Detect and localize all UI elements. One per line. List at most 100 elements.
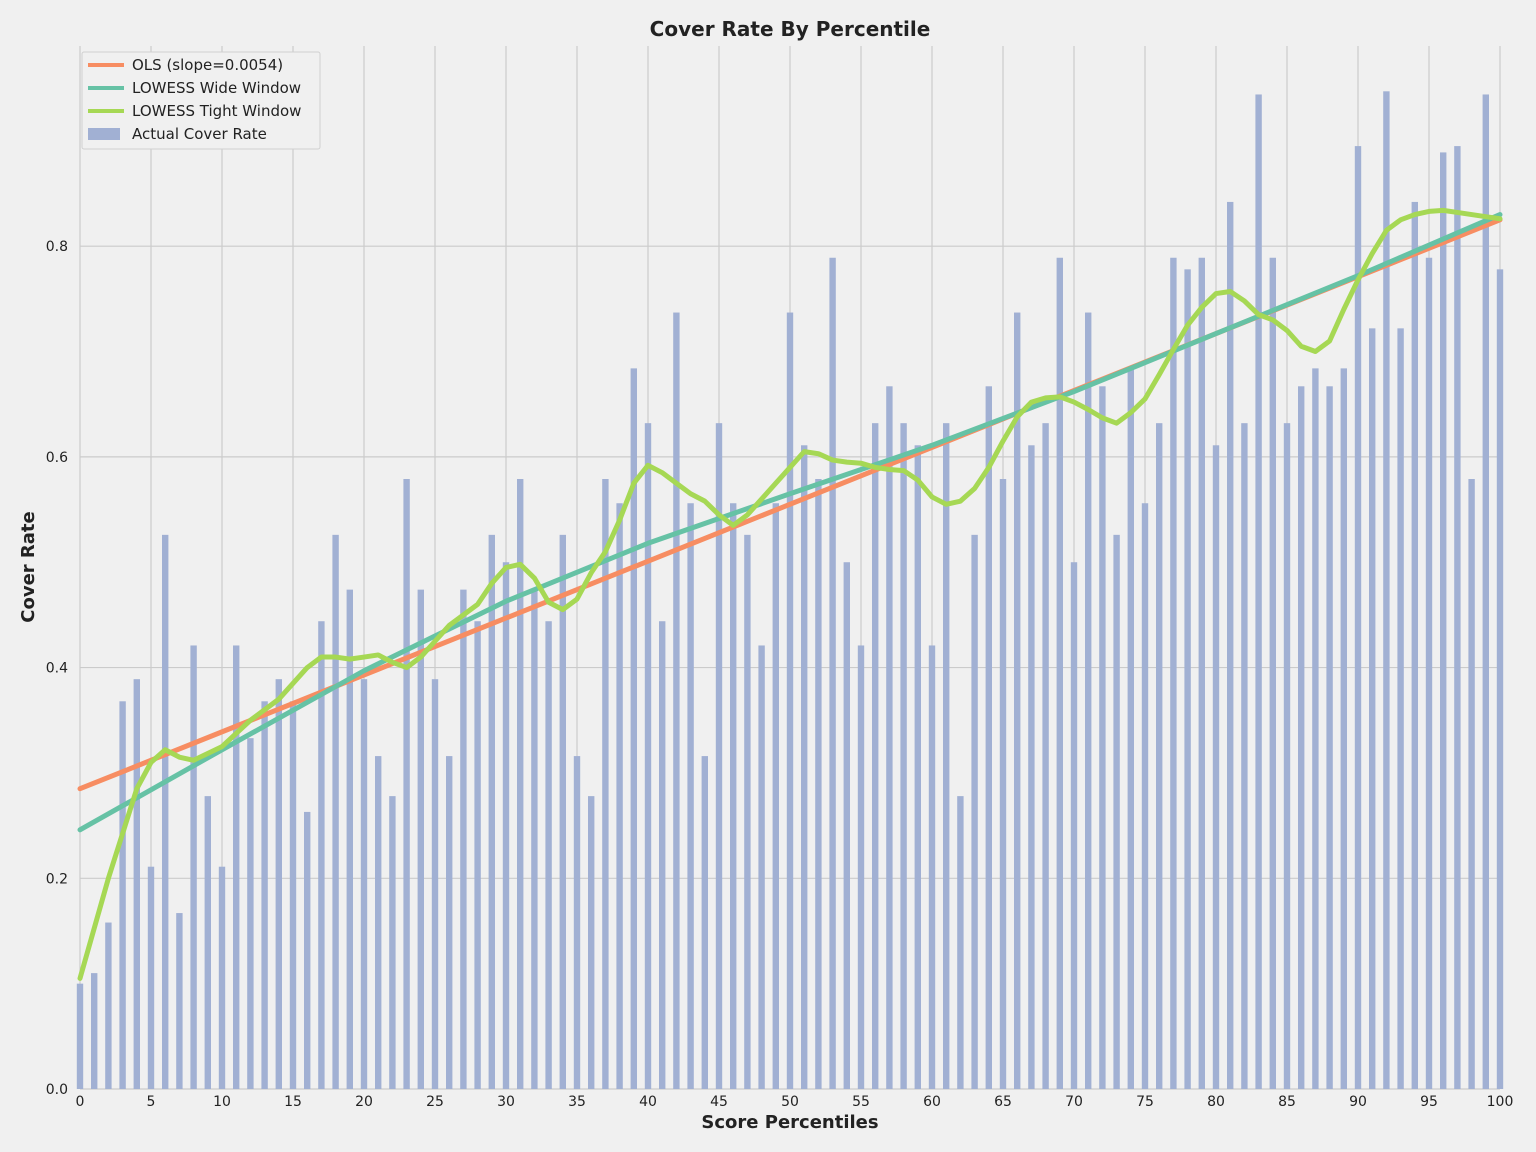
legend-label-bars: Actual Cover Rate [132,125,267,143]
bar-cover-rate [1141,503,1149,1089]
bar-cover-rate [1113,534,1120,1089]
legend: OLS (slope=0.0054) LOWESS Wide Window LO… [81,51,321,150]
bar-cover-rate [1369,328,1376,1089]
bar-cover-rate [1269,257,1276,1089]
x-tick-label: 100 [1487,1094,1514,1110]
bar-cover-rate [857,645,865,1089]
bar-cover-rate [318,621,325,1089]
x-tick-label: 35 [568,1094,586,1110]
bar-cover-rate [1340,368,1347,1089]
x-tick-label: 20 [355,1094,373,1110]
bar-cover-rate [872,423,879,1089]
bar-cover-rate [502,562,510,1089]
bar-cover-rate [943,423,950,1089]
y-tick-label: 0.8 [46,239,68,255]
bar-cover-rate [474,621,481,1089]
x-tick-label: 80 [1207,1094,1225,1110]
bar-cover-rate [218,866,226,1089]
bar-cover-rate [1170,257,1177,1089]
legend-swatch-bars [88,128,120,140]
bar-cover-rate [1014,312,1021,1089]
y-tick-label: 0.6 [46,450,68,466]
bar-cover-rate [147,866,155,1089]
bar-cover-rate [375,756,382,1089]
bar-cover-rate [304,811,311,1089]
y-tick-label: 0.0 [46,1082,68,1098]
bar-cover-rate [1184,269,1191,1089]
lines [77,207,1503,981]
line-lowess-tight [77,207,1503,981]
bar-cover-rate [545,621,552,1089]
bar-cover-rate [247,738,254,1089]
bar-cover-rate [1056,257,1063,1089]
x-tick-label: 70 [1065,1094,1083,1110]
bar-cover-rate [1070,562,1078,1089]
x-tick-label: 40 [639,1094,657,1110]
bar-cover-rate [715,423,723,1089]
x-tick-label: 75 [1136,1094,1154,1110]
bar-cover-rate [1312,368,1319,1089]
bar-cover-rate [1383,91,1390,1090]
bar-cover-rate [1354,146,1362,1089]
bar-cover-rate [360,679,368,1089]
x-tick-label: 45 [710,1094,728,1110]
bar-cover-rate [659,621,666,1089]
bar-cover-rate [190,645,197,1089]
legend-box [81,51,321,150]
bar-cover-rate [1042,423,1049,1089]
bar-cover-rate [162,534,169,1089]
bar-cover-rate [772,503,779,1089]
bar-cover-rate [1212,445,1220,1089]
bar-cover-rate [389,796,396,1089]
bar-cover-rate [1411,201,1418,1090]
bar-cover-rate [517,479,524,1089]
bar-cover-rate [261,701,268,1089]
bar-cover-rate [1099,386,1106,1089]
legend-label-lowess-tight: LOWESS Tight Window [132,102,301,120]
bar-cover-rate [1283,423,1291,1089]
bar-cover-rate [786,312,794,1089]
bar-cover-rate [1156,423,1163,1089]
y-tick-label: 0.2 [46,871,68,887]
bar-cover-rate [91,973,98,1089]
bar-cover-rate [914,445,921,1089]
bar-cover-rate [829,257,836,1089]
bar-cover-rate [758,645,765,1089]
bar-cover-rate [76,983,84,1089]
bar-cover-rate [985,386,992,1089]
bar-cover-rate [488,534,495,1089]
bar-cover-rate [588,796,595,1089]
chart-title: Cover Rate By Percentile [650,17,931,41]
x-tick-label: 55 [852,1094,870,1110]
bar-cover-rate [801,445,808,1089]
bar-cover-rate [687,503,694,1089]
bar-cover-rate [573,756,581,1089]
y-tick-label: 0.4 [46,661,68,677]
bar-cover-rate [1468,479,1475,1089]
bar-cover-rate [105,922,112,1089]
bar-cover-rate [233,645,240,1089]
x-tick-label: 90 [1349,1094,1367,1110]
tick-labels: 0 5 10 15 20 25 30 35 40 45 50 55 60 65 70 75 80 85 90 95 10… [46,239,1514,1110]
bar-cover-rate [744,534,751,1089]
bar-cover-rate [559,534,566,1089]
bar-cover-rate [346,589,353,1089]
x-tick-label: 85 [1278,1094,1296,1110]
bar-cover-rate [843,562,850,1089]
bar-cover-rate [289,701,297,1089]
bar-cover-rate [460,589,467,1089]
x-tick-label: 10 [213,1094,231,1110]
x-tick-label: 50 [781,1094,799,1110]
bar-cover-rate [928,645,936,1089]
bar-cover-rate [332,534,339,1089]
bar-cover-rate [1454,146,1461,1089]
bar-cover-rate [133,679,140,1089]
x-tick-label: 30 [497,1094,515,1110]
bar-cover-rate [673,312,680,1089]
bar-cover-rate [971,534,978,1089]
bar-cover-rate [1028,445,1035,1089]
bar-cover-rate [531,589,538,1089]
bar-cover-rate [616,503,623,1089]
